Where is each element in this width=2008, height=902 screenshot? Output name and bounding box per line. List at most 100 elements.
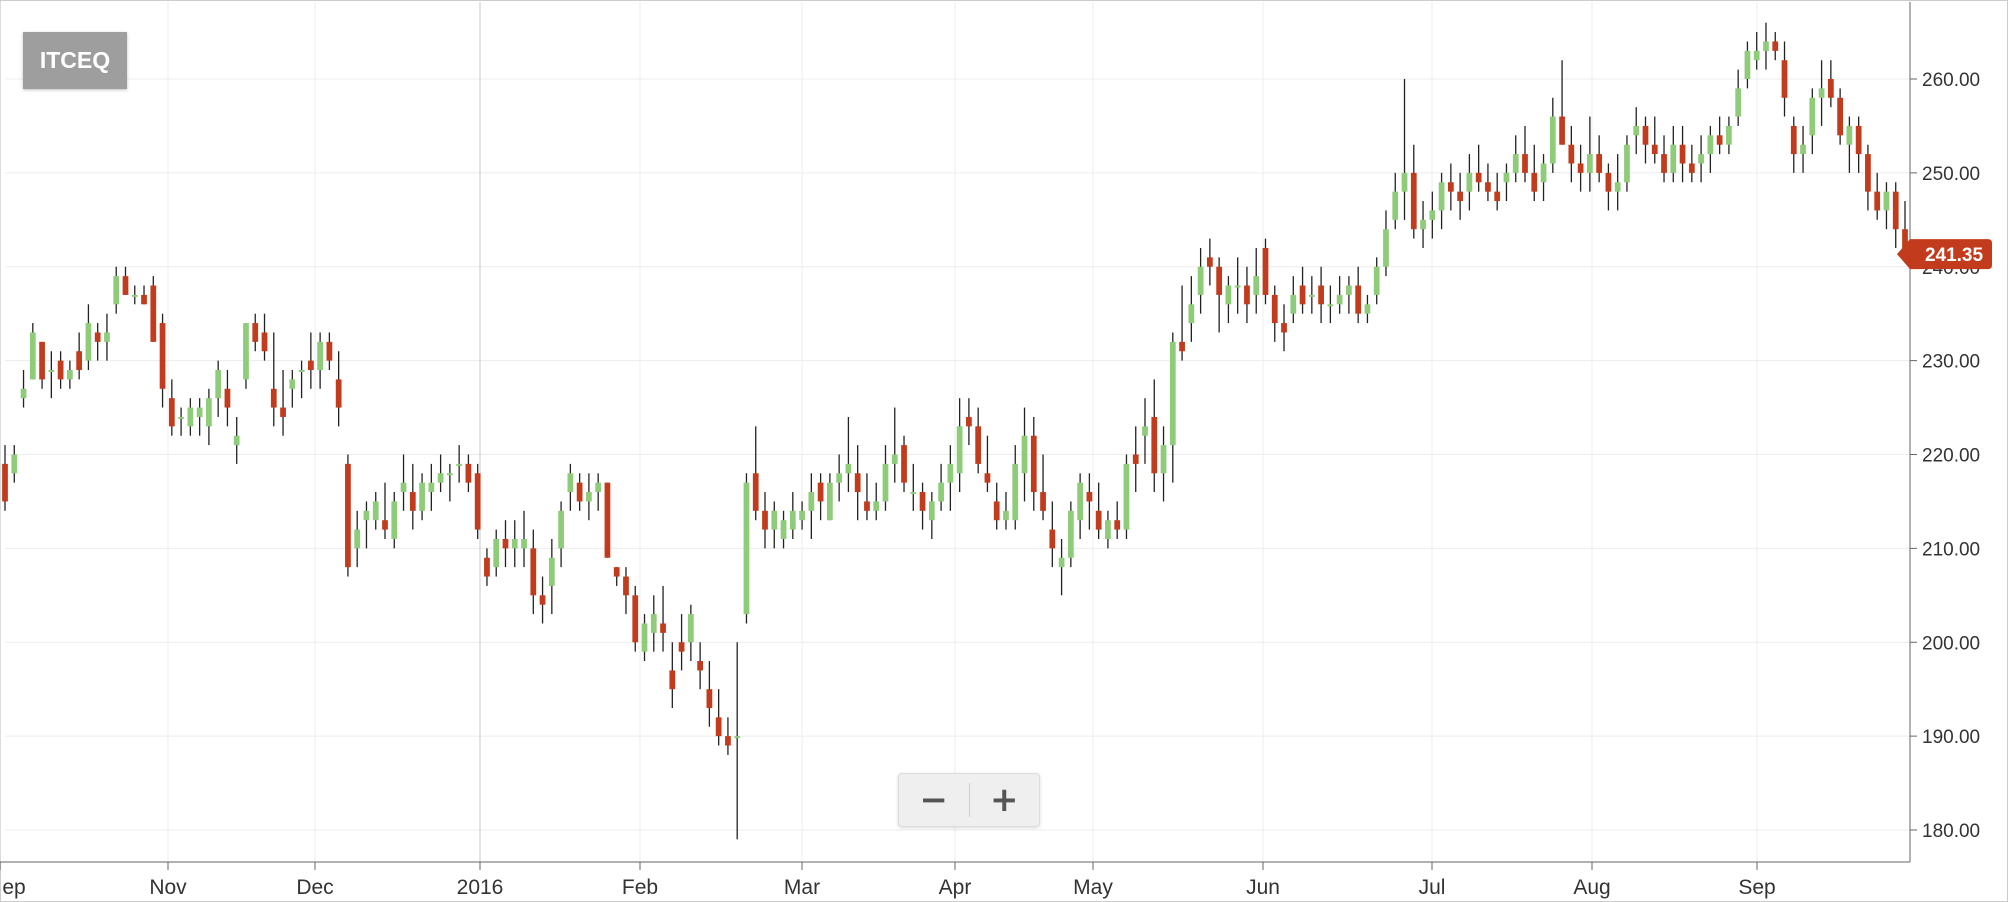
candle-up bbox=[85, 323, 92, 361]
candle-up bbox=[354, 529, 361, 549]
zoom-in-button[interactable]: + bbox=[990, 780, 1019, 820]
candle-down bbox=[1151, 416, 1158, 474]
candle-up bbox=[1346, 285, 1352, 295]
x-tick-label: Jul bbox=[1419, 876, 1446, 899]
candle-up bbox=[20, 388, 27, 399]
candle-up bbox=[437, 473, 444, 483]
y-tick-label: 210.00 bbox=[1922, 539, 1980, 560]
candle-up bbox=[1540, 163, 1547, 183]
candle-down bbox=[1865, 154, 1871, 192]
candle-down bbox=[1216, 266, 1223, 295]
candle-up bbox=[1587, 154, 1593, 173]
candle-down bbox=[576, 482, 583, 502]
candle-down bbox=[1855, 125, 1862, 155]
candle-up bbox=[391, 501, 398, 539]
candle-down bbox=[2, 463, 8, 502]
candle-up bbox=[1420, 219, 1426, 230]
candle-up bbox=[567, 473, 574, 493]
candle-down bbox=[1522, 154, 1528, 173]
candle-down bbox=[1605, 172, 1612, 192]
candle-down bbox=[530, 548, 537, 596]
y-tick-label: 190.00 bbox=[1922, 727, 1980, 748]
candle-down bbox=[1837, 97, 1843, 136]
candle-down bbox=[1661, 154, 1667, 173]
candle-up bbox=[1290, 294, 1297, 314]
candle-down bbox=[1790, 125, 1797, 155]
candle-down bbox=[1531, 172, 1538, 192]
y-tick-label: 200.00 bbox=[1922, 633, 1980, 654]
symbol-badge[interactable]: ITCEQ bbox=[23, 32, 127, 89]
x-tick-label: Feb bbox=[622, 876, 658, 899]
candle-up bbox=[1698, 154, 1704, 164]
candle-down bbox=[539, 595, 546, 605]
y-tick-label: 180.00 bbox=[1922, 821, 1980, 842]
candle-down bbox=[1874, 191, 1881, 211]
candle-up bbox=[1225, 285, 1232, 305]
candle-up bbox=[1336, 294, 1343, 305]
candle-up bbox=[548, 557, 555, 586]
candle-down bbox=[270, 388, 277, 408]
candle-down bbox=[1688, 163, 1695, 173]
candle-up bbox=[1809, 97, 1816, 136]
candle-down bbox=[465, 463, 472, 483]
candle-down bbox=[623, 576, 629, 596]
candle-up bbox=[1503, 172, 1510, 183]
x-tick-label: Mar bbox=[784, 876, 820, 899]
candle-up bbox=[1726, 125, 1732, 145]
candle-up bbox=[1169, 341, 1176, 446]
candle-up bbox=[734, 736, 741, 739]
candle-up bbox=[1012, 463, 1019, 521]
candle-up bbox=[928, 501, 935, 521]
candle-up bbox=[1392, 191, 1399, 220]
candle-down bbox=[632, 595, 639, 643]
candle-up bbox=[743, 482, 750, 615]
candle-down bbox=[57, 360, 64, 380]
candle-up bbox=[1067, 510, 1074, 558]
candle-up bbox=[1253, 276, 1260, 295]
last-price-tag bbox=[1897, 239, 1992, 270]
candle-up bbox=[447, 473, 453, 476]
candle-up bbox=[1624, 144, 1630, 183]
candle-up bbox=[1188, 304, 1195, 324]
candle-down bbox=[39, 341, 45, 380]
x-tick-label: Apr bbox=[939, 876, 972, 899]
candle-up bbox=[1327, 304, 1334, 307]
candle-up bbox=[493, 538, 500, 568]
candle-down bbox=[1410, 172, 1417, 230]
candle-down bbox=[307, 360, 314, 371]
candle-down bbox=[345, 463, 351, 568]
candle-up bbox=[956, 426, 963, 474]
candle-down bbox=[159, 323, 166, 389]
candle-down bbox=[1132, 454, 1139, 464]
y-tick-label: 260.00 bbox=[1922, 70, 1980, 91]
candle-down bbox=[706, 689, 713, 708]
x-tick-label: Jun bbox=[1246, 876, 1280, 899]
candle-up bbox=[372, 501, 379, 521]
candle-up bbox=[1763, 41, 1769, 51]
zoom-out-button[interactable]: − bbox=[919, 780, 949, 820]
candle-down bbox=[122, 276, 129, 295]
candle-up bbox=[910, 492, 917, 495]
y-tick-label: 250.00 bbox=[1922, 164, 1980, 185]
candle-up bbox=[1466, 172, 1473, 192]
candle-up bbox=[891, 454, 898, 464]
candle-up bbox=[178, 416, 184, 419]
candle-down bbox=[1447, 182, 1454, 192]
candle-up bbox=[131, 294, 138, 297]
candle-down bbox=[1772, 41, 1779, 51]
candle-down bbox=[150, 285, 157, 342]
candle-down bbox=[854, 473, 861, 493]
candle-up bbox=[1308, 294, 1315, 297]
candle-up bbox=[1753, 50, 1760, 61]
candle-up bbox=[48, 370, 55, 373]
x-tick-label: ep bbox=[2, 876, 25, 899]
candle-down bbox=[1568, 144, 1575, 164]
x-tick-label: Dec bbox=[296, 876, 333, 899]
candle-up bbox=[1883, 191, 1890, 211]
last-price-label: 241.35 bbox=[1925, 245, 1984, 266]
candle-down bbox=[502, 538, 509, 549]
candle-down bbox=[280, 407, 286, 417]
candle-down bbox=[919, 492, 926, 511]
candle-down bbox=[409, 492, 416, 511]
